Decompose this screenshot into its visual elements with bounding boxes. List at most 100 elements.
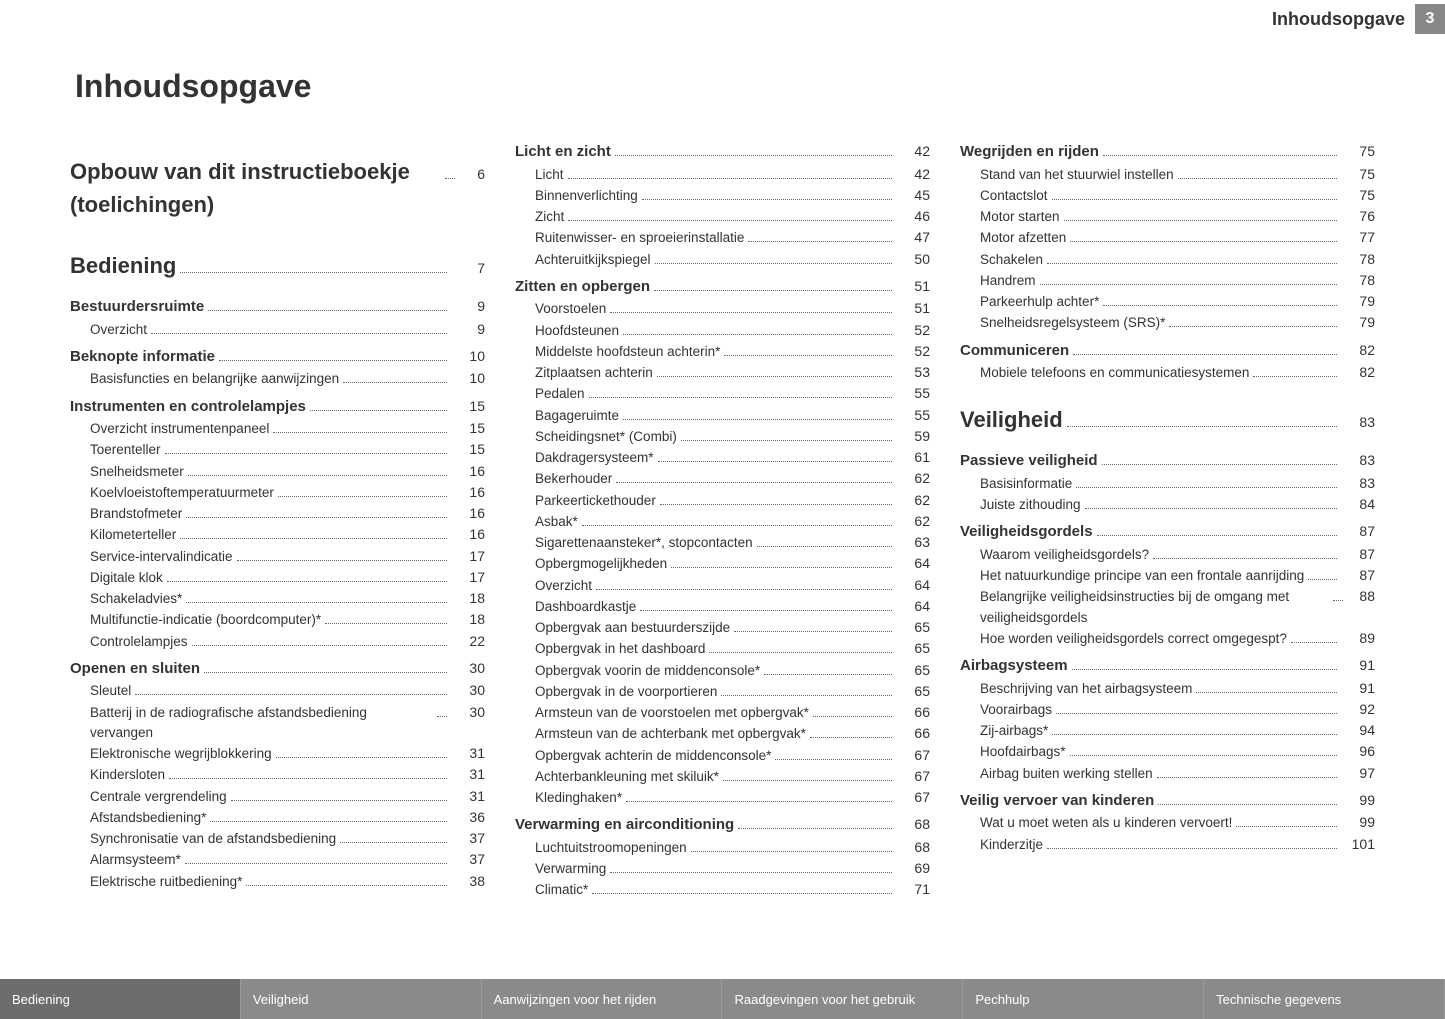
- toc-sub-label: Opbergvak voorin de middenconsole*: [535, 661, 760, 681]
- toc-sub-row: Pedalen55: [515, 383, 930, 404]
- toc-sub-label: Synchronisatie van de afstandsbediening: [90, 829, 336, 849]
- toc-page: 75: [1341, 185, 1375, 206]
- toc-page: 53: [896, 362, 930, 383]
- toc-page: 76: [1341, 206, 1375, 227]
- toc-dots: [748, 241, 892, 242]
- toc-sub-row: Toerenteller15: [70, 439, 485, 460]
- toc-sub-label: Pedalen: [535, 384, 585, 404]
- toc-page: 65: [896, 681, 930, 702]
- toc-dots: [1308, 579, 1337, 580]
- toc-page: 37: [451, 849, 485, 870]
- footer-tab[interactable]: Veiligheid: [241, 979, 482, 1019]
- toc-page: 36: [451, 807, 485, 828]
- toc-page: 82: [1341, 340, 1375, 361]
- toc-sub-row: Verwarming69: [515, 858, 930, 879]
- toc-section-row: Licht en zicht42: [515, 141, 930, 164]
- toc-sub-row: Bekerhouder62: [515, 468, 930, 489]
- toc-sub-row: Alarmsysteem*37: [70, 849, 485, 870]
- toc-dots: [623, 419, 892, 420]
- toc-sub-row: Snelheidsregelsysteem (SRS)*79: [960, 312, 1375, 333]
- toc-sub-row: Wat u moet weten als u kinderen vervoert…: [960, 812, 1375, 833]
- toc-sub-row: Motor starten76: [960, 206, 1375, 227]
- toc-dots: [1178, 178, 1337, 179]
- footer-tab[interactable]: Aanwijzingen voor het rijden: [482, 979, 723, 1019]
- toc-dots: [165, 453, 447, 454]
- footer-tab[interactable]: Bediening: [0, 979, 241, 1019]
- toc-page: 51: [896, 276, 930, 297]
- toc-page: 65: [896, 638, 930, 659]
- toc-section-label: Bestuurdersruimte: [70, 296, 204, 319]
- toc-sub-row: Opbergvak in het dashboard 65: [515, 638, 930, 659]
- toc-sub-row: Parkeerhulp achter*79: [960, 291, 1375, 312]
- toc-sub-label: Koelvloeistoftemperatuurmeter: [90, 483, 274, 503]
- toc-page: 47: [896, 227, 930, 248]
- toc-section-label: Licht en zicht: [515, 141, 611, 164]
- toc-dots: [596, 589, 892, 590]
- toc-dots: [723, 780, 892, 781]
- toc-page: 64: [896, 596, 930, 617]
- toc-dots: [615, 155, 892, 156]
- toc-section-row: Wegrijden en rijden75: [960, 141, 1375, 164]
- toc-dots: [1067, 426, 1337, 427]
- page-number-badge: 3: [1415, 4, 1445, 34]
- toc-sub-row: Kledinghaken*67: [515, 787, 930, 808]
- footer-tab[interactable]: Raadgevingen voor het gebruik: [722, 979, 963, 1019]
- toc-dots: [1070, 755, 1337, 756]
- toc-page: 87: [1341, 565, 1375, 586]
- toc-dots: [623, 334, 892, 335]
- toc-page: 62: [896, 490, 930, 511]
- toc-dots: [151, 333, 447, 334]
- toc-page: 101: [1341, 834, 1375, 855]
- toc-section-label: Beknopte informatie: [70, 346, 215, 369]
- toc-sub-label: Dashboardkastje: [535, 597, 636, 617]
- toc-sub-row: Overzicht9: [70, 319, 485, 340]
- toc-dots: [813, 716, 892, 717]
- toc-dots: [1047, 848, 1337, 849]
- toc-sub-label: Opbergvak in de voorportieren: [535, 682, 717, 702]
- toc-page: 68: [896, 814, 930, 835]
- toc-sub-row: Voorstoelen51: [515, 298, 930, 319]
- toc-dots: [757, 546, 892, 547]
- toc-dots: [204, 672, 447, 673]
- toc-page: 64: [896, 575, 930, 596]
- toc-sub-label: Opbergvak in het dashboard: [535, 639, 705, 659]
- footer-tab[interactable]: Pechhulp: [963, 979, 1204, 1019]
- toc-sub-row: Sigarettenaansteker*, stopcontacten63: [515, 532, 930, 553]
- toc-dots: [167, 581, 447, 582]
- toc-sub-row: Scheidingsnet* (Combi)59: [515, 426, 930, 447]
- toc-sub-row: Binnenverlichting45: [515, 185, 930, 206]
- toc-page: 22: [451, 631, 485, 652]
- toc-dots: [658, 461, 892, 462]
- toc-sub-label: Controlelampjes: [90, 632, 188, 652]
- toc-dots: [1052, 734, 1337, 735]
- toc-sub-row: Zij-airbags*94: [960, 720, 1375, 741]
- toc-sub-label: Zitplaatsen achterin: [535, 363, 653, 383]
- toc-sub-label: Overzicht: [90, 320, 147, 340]
- toc-sub-row: Snelheidsmeter16: [70, 461, 485, 482]
- toc-page: 84: [1341, 494, 1375, 515]
- toc-dots: [276, 757, 447, 758]
- toc-sub-label: Overzicht instrumentenpaneel: [90, 419, 269, 439]
- toc-dots: [681, 440, 892, 441]
- toc-dots: [1153, 558, 1337, 559]
- toc-sub-row: Kilometerteller16: [70, 524, 485, 545]
- toc-sub-row: Achteruitkijkspiegel50: [515, 249, 930, 270]
- toc-sub-label: Binnenverlichting: [535, 186, 638, 206]
- toc-dots: [626, 801, 892, 802]
- toc-page: 91: [1341, 655, 1375, 676]
- footer-tab[interactable]: Technische gegevens: [1204, 979, 1445, 1019]
- toc-sub-row: Opbergvak voorin de middenconsole*65: [515, 660, 930, 681]
- toc-page: 97: [1341, 763, 1375, 784]
- toc-dots: [709, 652, 892, 653]
- toc-dots: [810, 737, 892, 738]
- toc-dots: [273, 432, 447, 433]
- toc-page: 16: [451, 482, 485, 503]
- toc-sub-label: Afstandsbediening*: [90, 808, 206, 828]
- toc-dots: [660, 504, 892, 505]
- toc-section-label: Openen en sluiten: [70, 658, 200, 681]
- toc-sub-label: Bekerhouder: [535, 469, 612, 489]
- toc-dots: [610, 312, 892, 313]
- toc-dots: [1196, 692, 1337, 693]
- toc-sub-row: Koelvloeistoftemperatuurmeter 16: [70, 482, 485, 503]
- toc-sub-label: Juiste zithouding: [980, 495, 1081, 515]
